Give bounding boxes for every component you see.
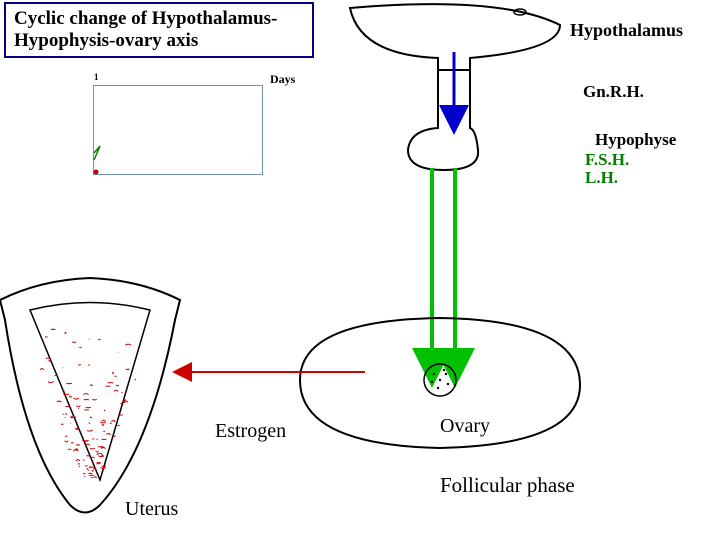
hypophyse-shape — [408, 70, 478, 170]
follicle-dots — [431, 369, 449, 389]
chart-red-dot — [94, 170, 99, 175]
uterus-cavity — [30, 303, 150, 481]
diagram-svg — [0, 0, 720, 540]
uterus-texture — [40, 329, 136, 478]
ovary-shape — [300, 318, 580, 448]
chart-green-tick — [94, 146, 100, 160]
uterus-shape — [0, 278, 180, 513]
